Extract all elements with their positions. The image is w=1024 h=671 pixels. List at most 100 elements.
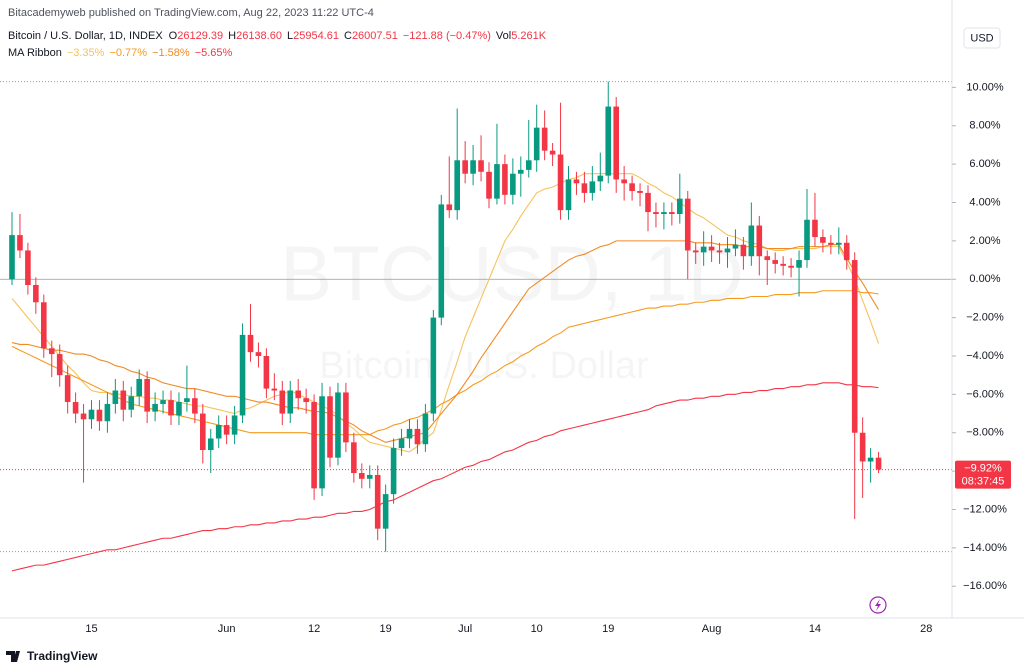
- candle-body: [669, 212, 675, 215]
- candle-body: [271, 388, 278, 391]
- change: −121.88 (−0.47%): [403, 30, 491, 42]
- candle-body: [104, 403, 111, 422]
- candle-body: [311, 402, 317, 489]
- candle-body: [48, 348, 55, 355]
- candle-body: [851, 260, 858, 433]
- candle-body: [518, 169, 524, 174]
- y-tick-label: 10.00%: [966, 81, 1004, 93]
- y-tick-label: 0.00%: [969, 273, 1000, 285]
- candle-body: [772, 260, 778, 264]
- candle-body: [867, 457, 874, 462]
- candle-body: [637, 190, 643, 193]
- alert-icon[interactable]: [869, 596, 887, 614]
- candle-body: [56, 354, 63, 376]
- candle-body: [804, 219, 810, 261]
- candle-body: [525, 160, 532, 170]
- candle-body: [875, 457, 882, 470]
- candle-body: [843, 242, 850, 261]
- candle-body: [9, 235, 15, 280]
- candle-body: [653, 212, 659, 215]
- watermark-name: Bitcoin / U.S. Dollar: [319, 345, 649, 387]
- candle-body: [470, 160, 476, 174]
- x-tick-label: 12: [308, 623, 320, 635]
- candle-body: [295, 390, 301, 399]
- ma-line: [11, 173, 880, 453]
- ohlc-value: 26007.51: [352, 30, 398, 42]
- candle-body: [780, 263, 786, 266]
- x-tick-label: Jun: [218, 623, 236, 635]
- candle-body: [820, 237, 826, 243]
- x-tick-label: Aug: [702, 623, 722, 635]
- indicator-name: MA Ribbon: [8, 47, 62, 59]
- candle-body: [231, 415, 238, 435]
- candle-body: [438, 204, 445, 318]
- candle-body: [597, 175, 604, 182]
- candle-body: [374, 474, 381, 529]
- candle-body: [382, 494, 389, 529]
- legend-value: −5.65%: [195, 47, 233, 59]
- symbol-line: Bitcoin / U.S. Dollar, 1D, INDEX O26129.3…: [8, 30, 547, 42]
- y-tick-label: −6.00%: [966, 388, 1004, 400]
- candle-body: [764, 256, 771, 261]
- currency-button[interactable]: [963, 27, 1001, 49]
- candle-body: [621, 179, 627, 184]
- candle-body: [25, 250, 31, 285]
- candle-body: [692, 250, 699, 253]
- x-tick-label: 19: [380, 623, 392, 635]
- y-tick-label: 6.00%: [969, 158, 1000, 170]
- legend-value: −3.35%: [67, 47, 105, 59]
- candle-body: [351, 442, 357, 474]
- candle-body: [565, 179, 572, 211]
- candle-body: [17, 235, 23, 251]
- candle-body: [684, 198, 691, 251]
- candle-body: [303, 398, 309, 403]
- candle-body: [88, 409, 95, 420]
- candle-body: [414, 428, 421, 445]
- candle-body: [502, 164, 508, 195]
- candle-body: [184, 398, 190, 403]
- candle-body: [661, 212, 667, 215]
- candle-body: [788, 265, 794, 268]
- candle-body: [589, 181, 596, 193]
- plot-area: [0, 81, 952, 572]
- y-tick-label: −8.00%: [966, 427, 1004, 439]
- candle-body: [335, 392, 341, 458]
- candle-body: [41, 302, 47, 349]
- x-tick-label: 10: [531, 623, 543, 635]
- ohlc-label: L: [287, 30, 293, 42]
- candle-body: [756, 225, 763, 257]
- candle-body: [136, 379, 142, 397]
- ohlc-label: H: [228, 30, 236, 42]
- candle-body: [613, 106, 619, 180]
- candle-body: [581, 183, 588, 193]
- candle-body: [200, 413, 206, 450]
- legend-value: −0.77%: [109, 47, 147, 59]
- candle-body: [716, 250, 723, 253]
- candle-body: [398, 438, 405, 449]
- candle-body: [454, 160, 460, 211]
- ohlc-label: C: [344, 30, 352, 42]
- candle-body: [629, 183, 635, 191]
- volume-value: 5.261K: [511, 30, 547, 42]
- x-tick-label: 14: [809, 623, 821, 635]
- y-tick-label: −4.00%: [966, 350, 1004, 362]
- candle-body: [64, 375, 71, 403]
- candle-body: [207, 438, 214, 450]
- candle-body: [859, 432, 866, 462]
- candle-body: [430, 317, 437, 414]
- candle-body: [549, 150, 556, 155]
- candle-body: [96, 409, 103, 422]
- candle-body: [740, 244, 747, 257]
- candle-body: [279, 390, 286, 414]
- x-tick-label: Jul: [458, 623, 472, 635]
- candle-body: [390, 448, 397, 495]
- candle-body: [80, 413, 87, 420]
- candle-body: [541, 127, 548, 151]
- candle-body: [176, 402, 182, 416]
- currency-label[interactable]: USD: [970, 32, 993, 44]
- watermark-symbol: BTCUSD, 1D: [280, 230, 744, 318]
- candle-body: [359, 473, 365, 479]
- candle-body: [533, 127, 540, 161]
